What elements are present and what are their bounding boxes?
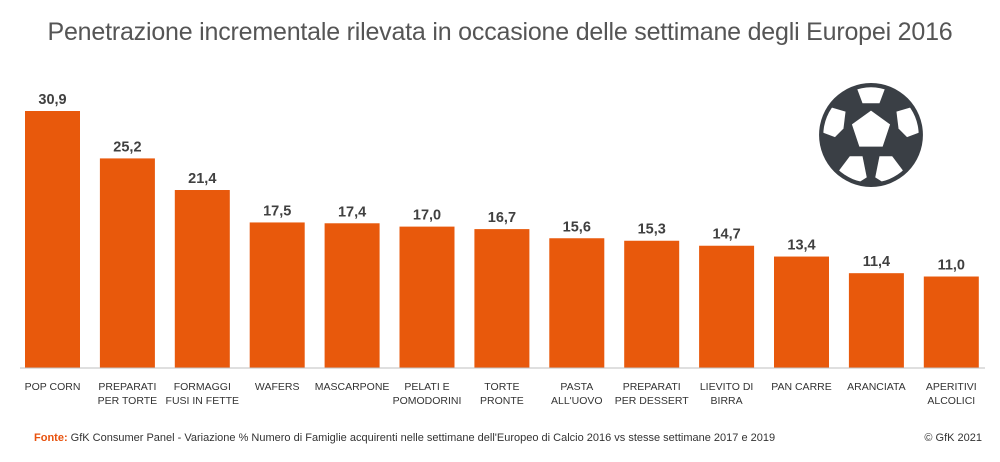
category-label-line: PER DESSERT [615, 395, 689, 407]
category-label-line: ALL'UOVO [551, 395, 603, 407]
category-label: TORTE PRONTE [480, 381, 524, 407]
value-label: 11,4 [863, 254, 890, 270]
category-label-line: BIRRA [711, 395, 743, 407]
category-label: LIEVITO DI BIRRA [700, 381, 754, 407]
value-label: 25,2 [113, 139, 141, 155]
category-label: POP CORN [25, 381, 81, 393]
bar [249, 222, 305, 368]
value-label: 15,3 [638, 222, 666, 238]
value-label: 17,0 [413, 208, 441, 224]
value-label: 15,6 [563, 219, 591, 235]
value-label: 14,7 [712, 227, 740, 243]
value-label: 21,4 [188, 171, 216, 187]
category-label-line: FUSI IN FETTE [166, 395, 240, 407]
category-label-line: PREPARATI [623, 381, 681, 393]
category-label-line: POMODORINI [393, 395, 462, 407]
bar [174, 190, 230, 368]
bar [324, 223, 380, 368]
category-label-line: ALCOLICI [927, 395, 975, 407]
source-text: GfK Consumer Panel - Variazione % Numero… [67, 432, 776, 444]
category-label-line: PELATI E [404, 381, 449, 393]
bar [923, 276, 979, 368]
bar [624, 240, 680, 368]
category-label-line: PRONTE [480, 395, 524, 407]
category-label: PREPARATI PER TORTE [98, 381, 158, 407]
category-label-line: FORMAGGI [174, 381, 231, 393]
category-label: PELATI E POMODORINI [393, 381, 462, 407]
category-label-line: POP CORN [25, 381, 81, 393]
category-label-line: PAN CARRE [771, 381, 831, 393]
category-label-line: TORTE [484, 381, 519, 393]
value-label: 16,7 [488, 210, 516, 226]
category-label-line: LIEVITO DI [700, 381, 754, 393]
category-label-line: WAFERS [255, 381, 300, 393]
bars-group [25, 111, 979, 368]
category-label: PAN CARRE [771, 381, 831, 393]
bar [399, 226, 455, 368]
value-label: 30,9 [38, 92, 66, 108]
category-label: APERITIVI ALCOLICI [926, 381, 977, 407]
category-labels-group: POP CORN PREPARATI PER TORTE FORMAGGI FUSI I… [25, 381, 977, 407]
category-label: MASCARPONE [315, 381, 390, 393]
category-label-line: ARANCIATA [847, 381, 906, 393]
category-label: PASTA ALL'UOVO [551, 381, 603, 407]
value-label: 11,0 [938, 258, 965, 274]
copyright: © GfK 2021 [924, 432, 982, 444]
category-label: PREPARATI PER DESSERT [615, 381, 689, 407]
category-label-line: PREPARATI [98, 381, 156, 393]
category-label: FORMAGGI FUSI IN FETTE [166, 381, 240, 407]
value-label: 17,5 [263, 203, 291, 219]
value-label: 13,4 [787, 238, 815, 254]
bar [99, 158, 155, 368]
category-label: WAFERS [255, 381, 300, 393]
bar [549, 238, 605, 368]
chart-title: Penetrazione incrementale rilevata in oc… [47, 18, 953, 46]
category-label-line: PER TORTE [98, 395, 158, 407]
category-label-line: MASCARPONE [315, 381, 390, 393]
category-label: ARANCIATA [847, 381, 906, 393]
bar [774, 256, 829, 368]
bar [699, 245, 755, 368]
value-labels-group: 30,9 25,2 21,4 17,5 17,4 17,0 16,7 15,6 15,3 14,7… [38, 92, 965, 274]
category-label-line: PASTA [560, 381, 593, 393]
bar [474, 229, 530, 368]
value-label: 17,4 [338, 204, 366, 220]
source-footer: Fonte: GfK Consumer Panel - Variazione %… [34, 432, 982, 444]
bar [848, 273, 904, 368]
category-label-line: APERITIVI [926, 381, 977, 393]
soccer-ball-icon [819, 83, 923, 187]
bar [25, 111, 80, 368]
source-prefix: Fonte: [34, 432, 68, 444]
